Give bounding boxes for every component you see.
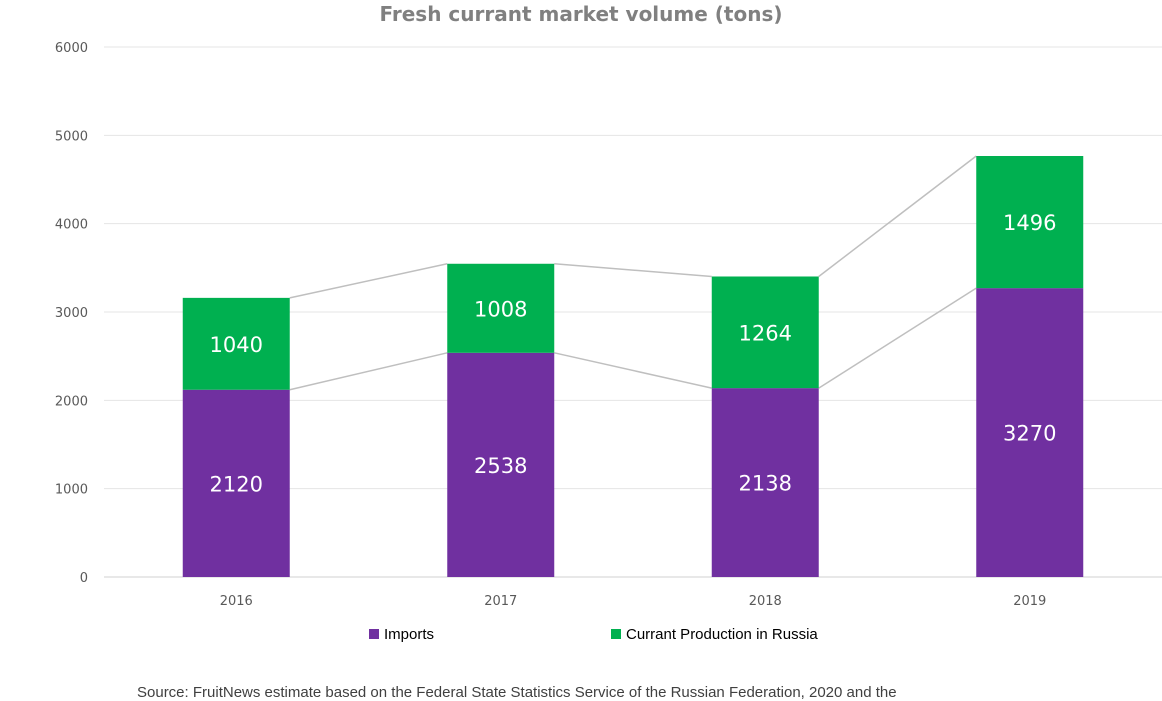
data-label: 2138 xyxy=(739,472,792,496)
y-tick-label: 1000 xyxy=(55,483,88,498)
bar-2019-series-0 xyxy=(976,288,1084,577)
bar-2018-series-1 xyxy=(711,276,819,389)
bar-2017-series-0 xyxy=(447,352,555,577)
x-tick-label: 2017 xyxy=(484,594,517,609)
axis-labels: 0 1000 2000 3000 4000 5000 6000 2016 2017 2018 201… xyxy=(55,41,1046,609)
data-label: 2538 xyxy=(474,454,527,478)
bar-2016-series-1 xyxy=(182,297,290,390)
x-tick-label: 2016 xyxy=(220,594,253,609)
data-label: 1264 xyxy=(739,321,792,345)
y-tick-label: 6000 xyxy=(55,41,88,56)
series-lines xyxy=(289,155,977,391)
y-tick-label: 4000 xyxy=(55,218,88,233)
bars: 2120 1040 2538 1008 2138 1264 3270 1496 xyxy=(182,156,1084,577)
y-tick-label: 2000 xyxy=(55,394,88,409)
data-label: 3270 xyxy=(1003,422,1056,446)
data-label: 2120 xyxy=(210,472,263,496)
data-label: 1496 xyxy=(1003,211,1056,235)
legend-label: Currant Production in Russia xyxy=(626,626,818,643)
series-line xyxy=(554,352,712,389)
y-tick-label: 5000 xyxy=(55,129,88,144)
source-note: Source: FruitNews estimate based on the … xyxy=(137,684,897,701)
x-tick-label: 2019 xyxy=(1013,594,1046,609)
x-tick-label: 2018 xyxy=(749,594,782,609)
legend-swatch xyxy=(611,629,621,639)
legend-label: Imports xyxy=(384,626,434,643)
data-label: 1040 xyxy=(210,333,263,357)
legend-swatch xyxy=(369,629,379,639)
series-line xyxy=(818,155,977,278)
bar-2016-series-0 xyxy=(182,389,290,577)
bar-2019-series-1 xyxy=(976,156,1084,289)
y-tick-label: 0 xyxy=(80,571,88,586)
bar-2018-series-0 xyxy=(711,388,819,577)
legend: Imports Currant Production in Russia xyxy=(369,626,818,643)
series-line xyxy=(289,352,448,391)
series-line xyxy=(554,263,712,278)
chart-title: Fresh currant market volume (tons) xyxy=(379,2,783,26)
series-line xyxy=(289,263,448,299)
bar-2017-series-1 xyxy=(447,263,555,353)
data-label: 1008 xyxy=(474,297,527,321)
y-tick-label: 3000 xyxy=(55,306,88,321)
series-line xyxy=(818,287,977,389)
